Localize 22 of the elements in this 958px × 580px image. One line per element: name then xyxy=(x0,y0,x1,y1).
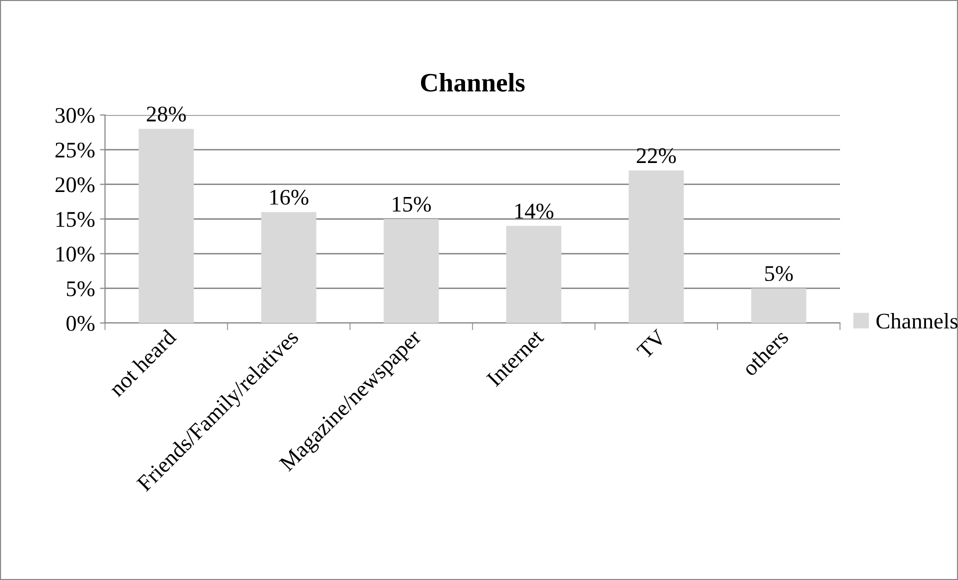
legend-label: Channels xyxy=(876,312,958,329)
y-tick-label: 0% xyxy=(66,316,95,331)
y-tick-label: 30% xyxy=(56,108,95,123)
bar xyxy=(506,226,562,323)
bar xyxy=(138,128,194,323)
x-tick-label: TV xyxy=(636,328,668,360)
bar xyxy=(261,212,316,323)
y-tick-label: 5% xyxy=(66,281,95,296)
data-label: 22% xyxy=(636,148,676,164)
y-tick-label: 15% xyxy=(56,212,95,227)
data-label: 14% xyxy=(515,204,554,219)
chart-title: Channels xyxy=(420,73,525,92)
data-label: 16% xyxy=(270,190,308,205)
y-tick-label: 25% xyxy=(56,142,95,158)
bar xyxy=(384,219,439,323)
bar xyxy=(751,288,806,323)
data-label: 5% xyxy=(765,266,793,282)
y-tick-label: 20% xyxy=(56,177,95,192)
data-label: 15% xyxy=(392,196,431,212)
y-tick-label: 10% xyxy=(56,246,95,262)
bar xyxy=(628,170,684,323)
data-label: 28% xyxy=(146,106,186,122)
